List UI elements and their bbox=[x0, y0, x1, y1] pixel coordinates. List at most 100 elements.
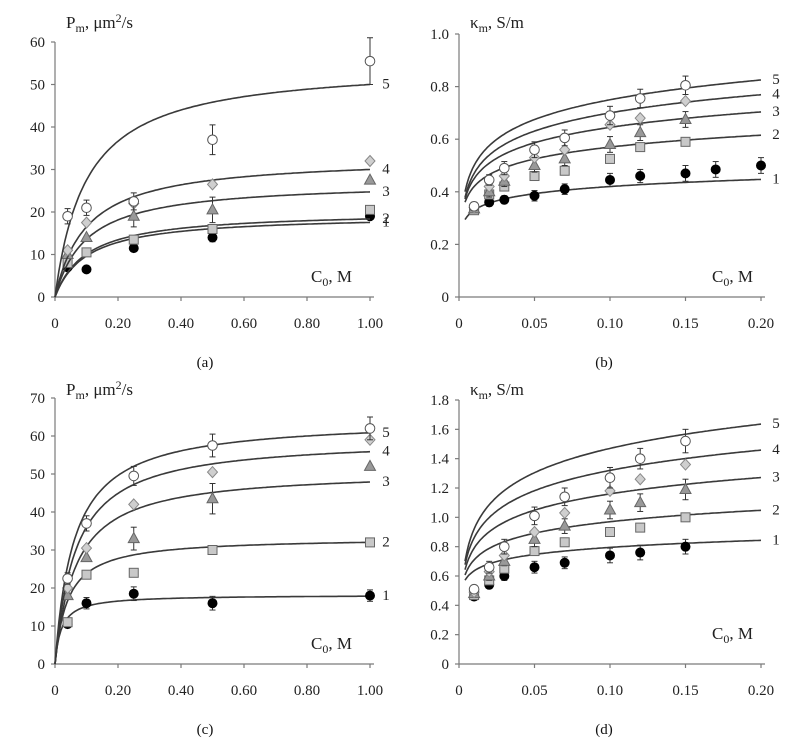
y-axis-label-main: κ bbox=[470, 13, 479, 32]
data-point bbox=[207, 440, 218, 451]
series-4: 4 bbox=[54, 154, 390, 298]
y-tick-label: 0.4 bbox=[430, 598, 449, 614]
data-point bbox=[127, 209, 141, 221]
series-2: 2 bbox=[464, 502, 780, 601]
series-2: 2 bbox=[54, 534, 390, 665]
data-point bbox=[80, 216, 93, 229]
series-1: 1 bbox=[464, 532, 780, 602]
data-point bbox=[680, 79, 691, 91]
data-point bbox=[81, 247, 92, 258]
data-point bbox=[81, 264, 92, 275]
data-point bbox=[364, 423, 376, 434]
data-point bbox=[605, 153, 615, 164]
y-axis-label-sub: m bbox=[75, 388, 85, 402]
y-axis-label-main: κ bbox=[470, 380, 479, 399]
data-point bbox=[529, 510, 540, 522]
data-point bbox=[207, 598, 218, 609]
series-5: 5 bbox=[464, 72, 780, 212]
series-label: 4 bbox=[772, 442, 780, 458]
data-point bbox=[62, 617, 73, 628]
series-4: 4 bbox=[54, 433, 390, 665]
data-point bbox=[62, 210, 73, 222]
x-tick-label: 0.20 bbox=[105, 683, 131, 699]
series-label: 5 bbox=[772, 416, 780, 432]
data-point bbox=[498, 549, 510, 562]
data-point bbox=[634, 111, 646, 125]
y-axis-label-main: P bbox=[66, 380, 75, 399]
y-axis-label: κm, S/m bbox=[470, 380, 524, 402]
data-point bbox=[635, 547, 646, 558]
data-point bbox=[62, 573, 73, 584]
y-tick-label: 10 bbox=[30, 248, 45, 264]
x-tick-label: 0 bbox=[51, 683, 59, 699]
data-point bbox=[559, 491, 571, 503]
panel-caption: (c) bbox=[197, 722, 214, 738]
y-axis-label-rest: , S/m bbox=[488, 380, 524, 399]
data-point bbox=[483, 174, 495, 186]
series-3: 3 bbox=[54, 459, 390, 665]
series-label: 4 bbox=[382, 162, 390, 178]
x-axis-label: C0, M bbox=[311, 634, 352, 656]
data-point bbox=[207, 545, 218, 555]
series-label: 2 bbox=[382, 211, 390, 227]
data-point bbox=[680, 541, 691, 552]
data-point bbox=[365, 537, 375, 548]
data-point bbox=[365, 204, 375, 215]
data-point bbox=[499, 162, 510, 174]
x-axis-label-rest: , M bbox=[328, 634, 352, 653]
panel-caption: (b) bbox=[595, 355, 613, 371]
y-axis-label: Pm, μm2/s bbox=[66, 11, 133, 35]
data-point bbox=[635, 142, 646, 153]
data-point bbox=[364, 55, 376, 67]
data-point bbox=[207, 224, 218, 234]
data-point bbox=[128, 470, 140, 482]
series-label: 4 bbox=[382, 444, 390, 460]
data-point bbox=[679, 458, 692, 471]
data-point bbox=[635, 522, 646, 533]
y-tick-label: 50 bbox=[30, 78, 45, 94]
series-label: 3 bbox=[772, 470, 780, 486]
data-point bbox=[559, 165, 570, 176]
data-point bbox=[633, 495, 647, 508]
data-point bbox=[528, 158, 541, 170]
data-point bbox=[679, 482, 692, 494]
x-tick-label: 0.40 bbox=[168, 316, 194, 332]
series-5: 5 bbox=[464, 416, 780, 595]
data-point bbox=[81, 518, 92, 529]
x-axis-label-main: C bbox=[712, 624, 723, 643]
data-point bbox=[680, 136, 691, 147]
y-tick-label: 1.4 bbox=[430, 452, 449, 468]
x-tick-label: 0.10 bbox=[597, 316, 623, 332]
y-tick-label: 60 bbox=[30, 429, 45, 445]
data-point bbox=[80, 550, 93, 563]
data-point bbox=[634, 472, 646, 486]
data-point bbox=[634, 453, 646, 464]
y-tick-label: 20 bbox=[30, 205, 45, 221]
fit-curve bbox=[464, 423, 762, 562]
data-point bbox=[483, 561, 495, 573]
data-point bbox=[128, 234, 139, 245]
data-point bbox=[605, 527, 615, 537]
data-point bbox=[127, 531, 141, 544]
data-point bbox=[207, 232, 218, 243]
y-tick-label: 1.2 bbox=[430, 481, 449, 497]
data-point bbox=[206, 178, 219, 191]
x-axis-label: C0, M bbox=[311, 267, 352, 289]
data-point bbox=[468, 200, 480, 212]
data-point bbox=[206, 465, 219, 479]
x-tick-label: 0.80 bbox=[294, 316, 320, 332]
y-tick-label: 0.6 bbox=[430, 132, 449, 148]
series-1: 1 bbox=[464, 157, 780, 221]
y-axis-label-tail: /s bbox=[122, 13, 133, 32]
y-tick-label: 0.6 bbox=[430, 569, 449, 585]
y-axis-label-main: P bbox=[66, 13, 75, 32]
data-point bbox=[528, 525, 541, 539]
x-axis-label: C0, M bbox=[712, 267, 753, 289]
panel-b: 0 0.2 0.4 0.6 0.8 1.0 0 0.05 0.10 0.15 0.20 κm, S/m… bbox=[430, 13, 780, 371]
data-point bbox=[61, 244, 74, 257]
data-point bbox=[559, 537, 570, 548]
x-tick-label: 0.15 bbox=[672, 683, 698, 699]
data-point bbox=[604, 110, 616, 121]
